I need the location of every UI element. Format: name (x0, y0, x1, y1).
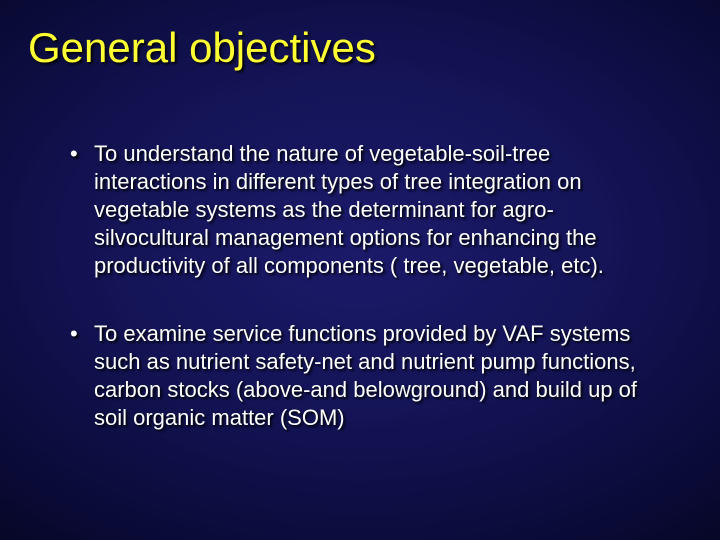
slide-body: • To understand the nature of vegetable-… (70, 140, 660, 472)
bullet-text: To understand the nature of vegetable-so… (94, 140, 660, 280)
slide-title: General objectives (28, 24, 376, 72)
bullet-icon: • (70, 320, 94, 348)
list-item: • To examine service functions provided … (70, 320, 660, 432)
bullet-text: To examine service functions provided by… (94, 320, 660, 432)
slide: General objectives • To understand the n… (0, 0, 720, 540)
list-item: • To understand the nature of vegetable-… (70, 140, 660, 280)
bullet-icon: • (70, 140, 94, 168)
